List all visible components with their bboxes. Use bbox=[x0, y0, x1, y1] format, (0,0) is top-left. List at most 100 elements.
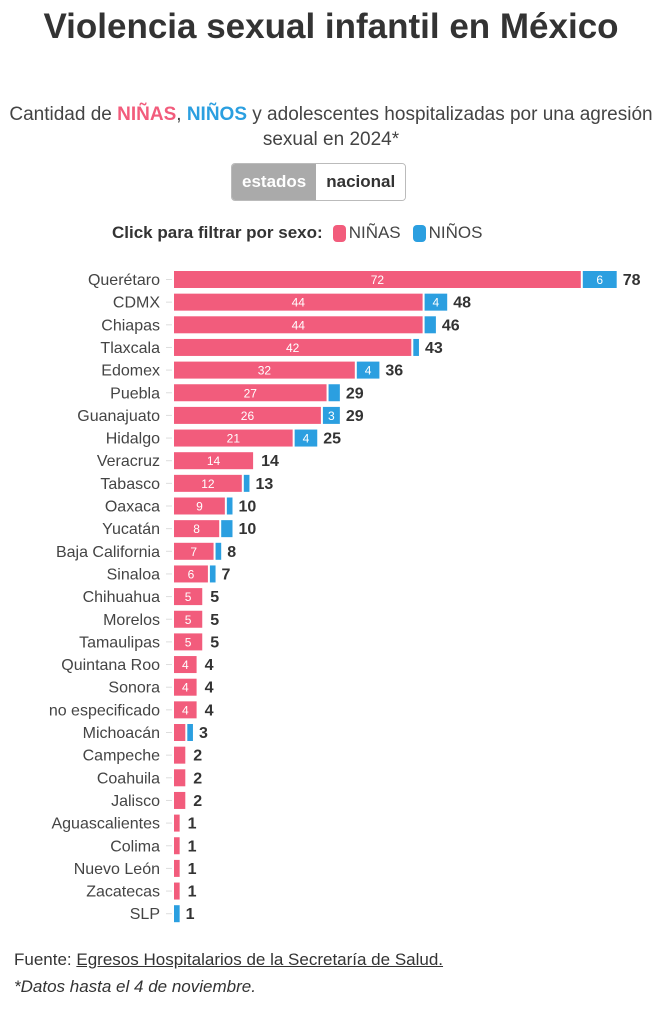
bar-ninas bbox=[174, 859, 180, 877]
bar-ninas bbox=[174, 791, 186, 809]
bar-ninas bbox=[174, 497, 225, 515]
category-label: Yucatán bbox=[102, 521, 160, 538]
bar-ninas-label: 44 bbox=[292, 296, 306, 310]
bar-ninas-label: 12 bbox=[201, 477, 215, 491]
category-label: Puebla bbox=[110, 385, 160, 402]
bar-ninos-label: 4 bbox=[433, 296, 440, 310]
bar-ninas-label: 32 bbox=[258, 364, 272, 378]
bar-ninas bbox=[174, 338, 412, 356]
bar-ninas bbox=[174, 542, 214, 560]
total-label: 2 bbox=[193, 793, 202, 810]
total-label: 4 bbox=[205, 680, 214, 697]
category-label: Oaxaca bbox=[105, 499, 160, 516]
category-label: Nuevo León bbox=[74, 861, 160, 878]
bar-ninas bbox=[174, 610, 203, 628]
bar-ninos-label: 3 bbox=[328, 409, 335, 423]
category-label: Veracruz bbox=[97, 453, 160, 470]
bar-ninas bbox=[174, 882, 180, 900]
bar-ninas bbox=[174, 724, 186, 741]
category-label: Michoacán bbox=[83, 725, 160, 742]
subtitle-text-post: y adolescentes hospitalizadas por una ag… bbox=[247, 104, 653, 150]
bar-ninas bbox=[174, 406, 321, 424]
category-label: Baja California bbox=[56, 544, 160, 561]
toggle-nacional[interactable]: nacional bbox=[316, 164, 406, 200]
bar-ninas bbox=[174, 384, 327, 402]
bar-ninas bbox=[174, 588, 203, 606]
subtitle-sep: , bbox=[176, 104, 187, 125]
total-label: 25 bbox=[323, 431, 341, 448]
total-label: 7 bbox=[222, 566, 231, 583]
subtitle-ninas: NIÑAS bbox=[117, 104, 177, 125]
category-label: Quintana Roo bbox=[61, 657, 160, 674]
toggle-estados[interactable]: estados bbox=[232, 164, 317, 200]
total-label: 36 bbox=[385, 363, 403, 380]
bar-ninas bbox=[174, 633, 203, 651]
total-label: 1 bbox=[186, 906, 195, 923]
subtitle-ninos: NIÑOS bbox=[186, 104, 247, 125]
subtitle-text: Cantidad de bbox=[9, 104, 118, 125]
bar-ninos-label: 4 bbox=[303, 432, 310, 446]
category-label: no especificado bbox=[49, 702, 160, 719]
total-label: 29 bbox=[346, 408, 364, 425]
category-label: Sonora bbox=[108, 680, 160, 697]
bar-ninas-label: 5 bbox=[185, 635, 192, 649]
bar-ninas-label: 5 bbox=[185, 613, 192, 627]
bar-ninos bbox=[215, 542, 222, 560]
view-toggle: estados nacional bbox=[231, 163, 407, 201]
total-label: 3 bbox=[199, 725, 208, 742]
bar-ninas bbox=[174, 769, 186, 787]
total-label: 46 bbox=[442, 317, 460, 334]
category-label: Guanajuato bbox=[77, 408, 160, 425]
total-label: 29 bbox=[346, 385, 364, 402]
legend-item-ninos[interactable]: NIÑOS bbox=[412, 223, 483, 243]
total-label: 14 bbox=[261, 453, 279, 470]
bar-ninas-label: 14 bbox=[207, 454, 221, 468]
chart-subtitle: Cantidad de NIÑAS, NIÑOS y adolescentes … bbox=[0, 102, 662, 152]
bar-ninos-label: 4 bbox=[365, 364, 372, 378]
bar-ninas-label: 9 bbox=[196, 500, 203, 514]
bar-ninos-label: 6 bbox=[596, 273, 603, 287]
total-label: 48 bbox=[453, 295, 471, 312]
bar-ninos bbox=[328, 384, 340, 402]
bar-ninas bbox=[174, 656, 197, 674]
legend-item-ninas[interactable]: NIÑAS bbox=[332, 223, 401, 243]
bar-ninas bbox=[174, 565, 208, 583]
bar-ninas bbox=[174, 293, 423, 311]
bar-ninos bbox=[243, 474, 250, 492]
bar-ninas bbox=[174, 520, 220, 538]
bar-ninas-label: 27 bbox=[244, 386, 258, 400]
bar-ninas bbox=[174, 474, 242, 492]
bar-ninas-label: 44 bbox=[292, 318, 306, 332]
bar-ninas bbox=[174, 429, 293, 447]
total-label: 1 bbox=[188, 861, 197, 878]
legend: Click para filtrar por sexo: NIÑAS NIÑOS bbox=[112, 223, 489, 243]
category-label: CDMX bbox=[113, 295, 160, 312]
bar-ninas bbox=[174, 814, 180, 832]
category-label: Sinaloa bbox=[107, 566, 160, 583]
source-label: Fuente: bbox=[14, 950, 77, 969]
bar-ninos bbox=[221, 520, 233, 538]
ninos-swatch bbox=[412, 224, 426, 242]
total-label: 1 bbox=[188, 838, 197, 855]
total-label: 43 bbox=[425, 340, 443, 357]
category-label: Tlaxcala bbox=[100, 340, 160, 357]
total-label: 5 bbox=[210, 589, 219, 606]
ninas-swatch bbox=[332, 224, 346, 242]
category-label: Morelos bbox=[103, 612, 160, 629]
bar-ninas-label: 42 bbox=[286, 341, 300, 355]
bar-ninas bbox=[174, 361, 355, 379]
bar-ninas-label: 7 bbox=[190, 545, 197, 559]
bar-ninos bbox=[424, 316, 436, 334]
chart-title: Violencia sexual infantil en México bbox=[43, 7, 619, 46]
bar-ninas-label: 4 bbox=[182, 658, 189, 672]
category-label: Tabasco bbox=[100, 476, 160, 493]
bar-ninos bbox=[356, 361, 380, 379]
category-label: Colima bbox=[110, 838, 160, 855]
source-link[interactable]: Egresos Hospitalarios de la Secretaría d… bbox=[76, 950, 444, 969]
total-label: 1 bbox=[188, 884, 197, 901]
bar-ninos bbox=[413, 338, 419, 356]
bar-ninas bbox=[174, 837, 180, 855]
total-label: 5 bbox=[210, 634, 219, 651]
bar-ninos bbox=[187, 724, 193, 741]
